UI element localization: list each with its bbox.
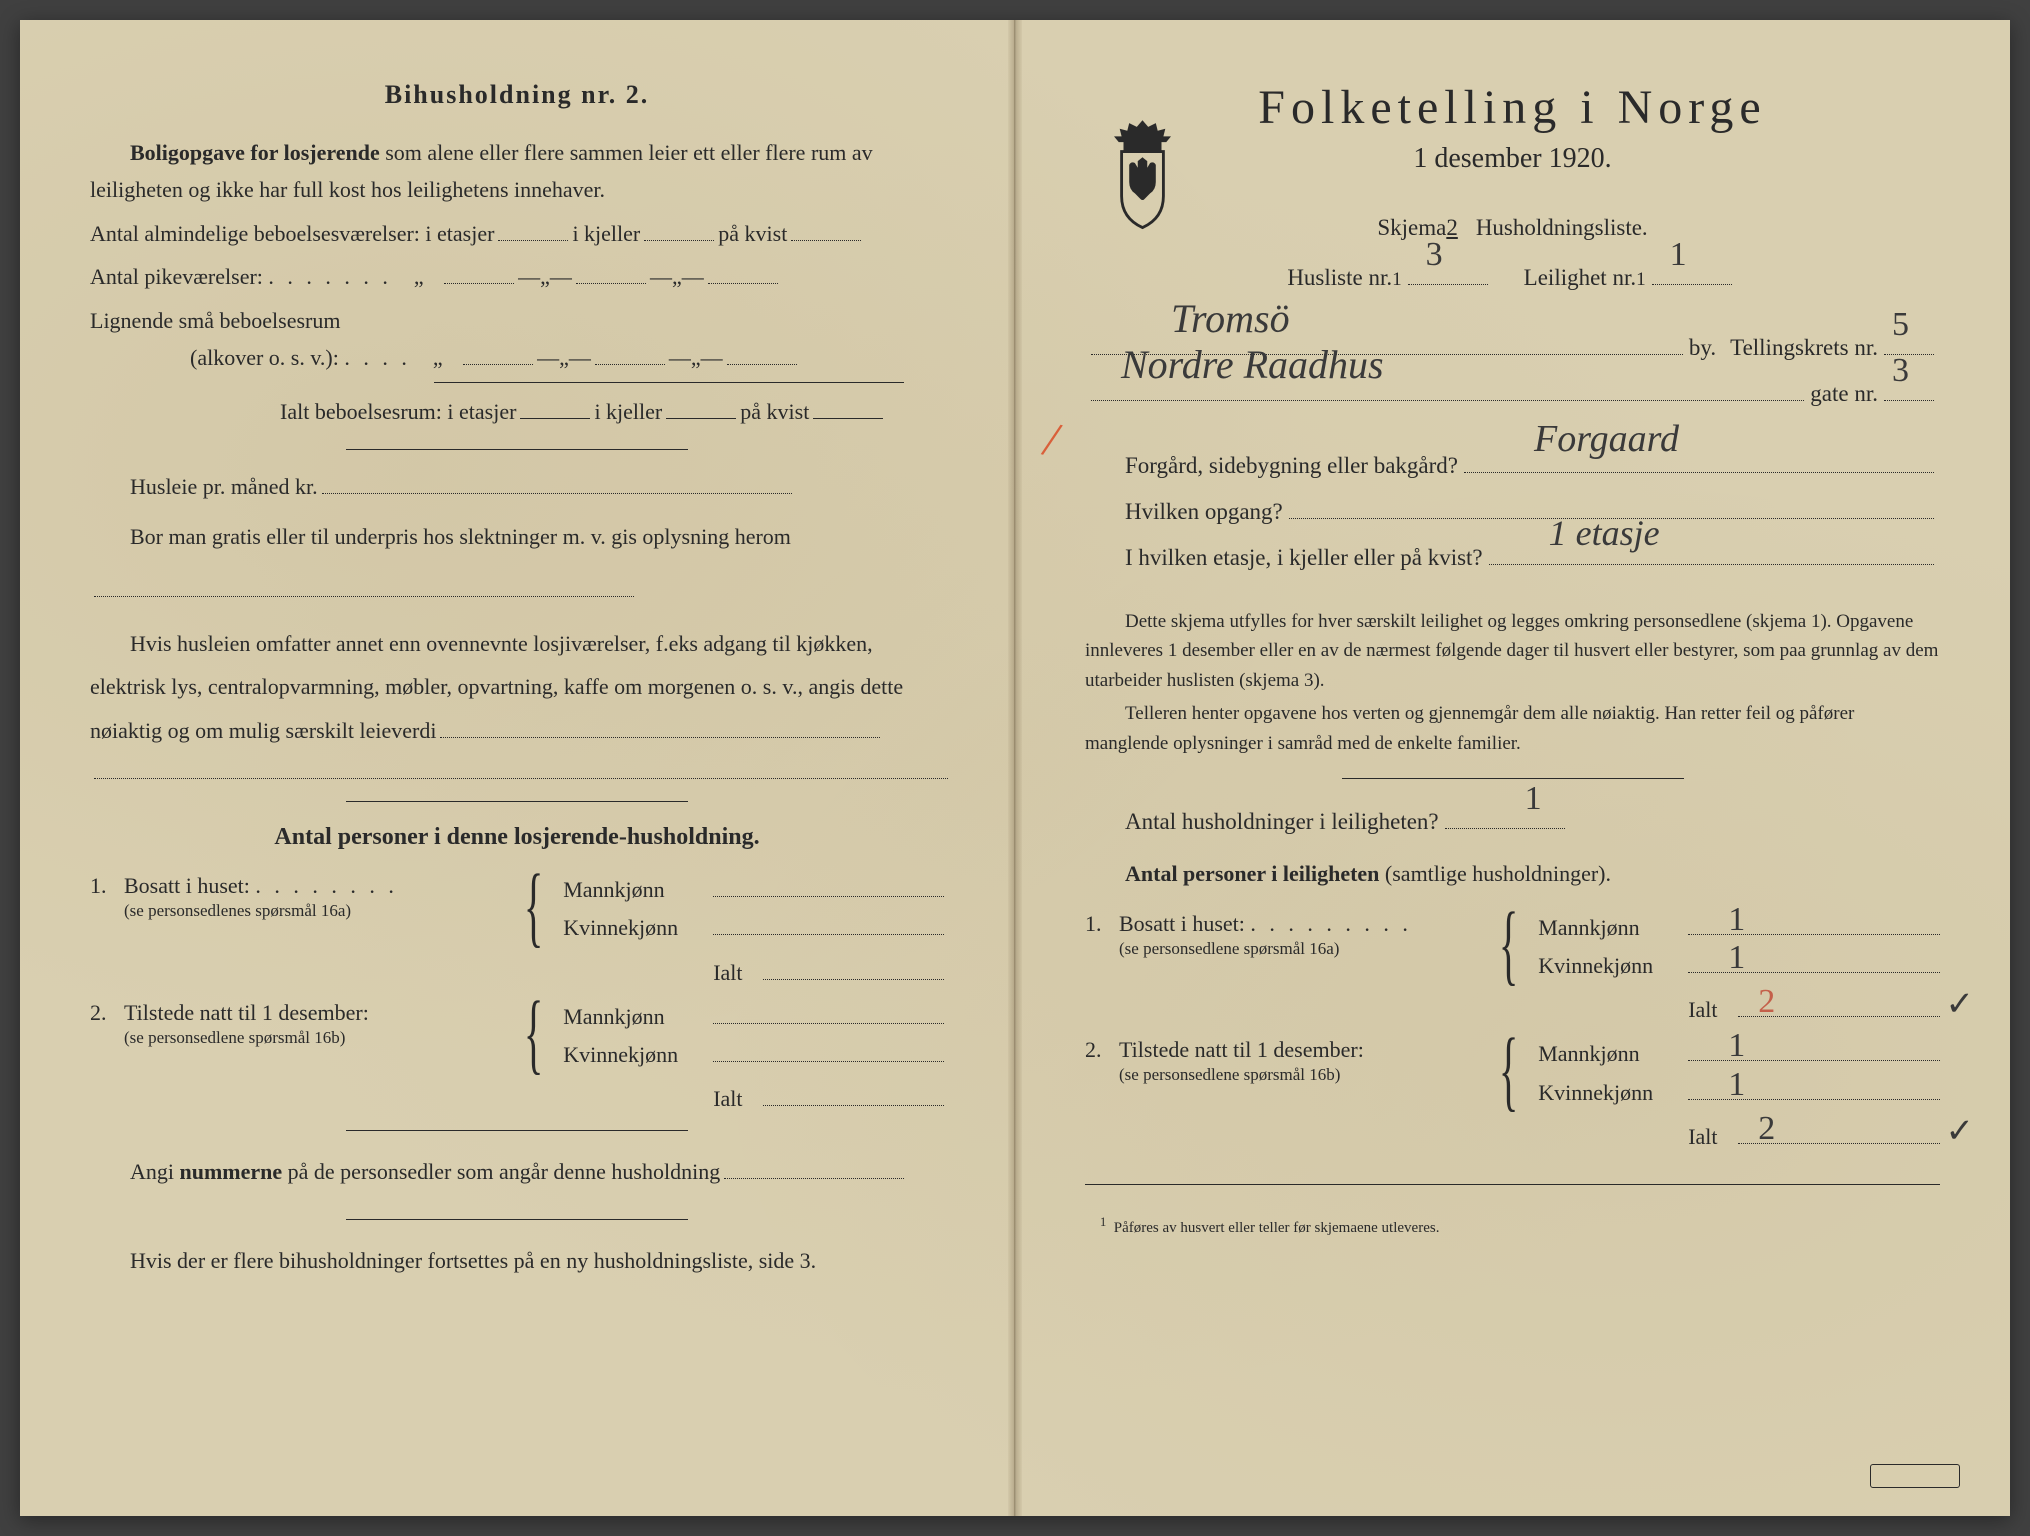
field-bosatt-kvinne: 1	[1688, 949, 1940, 973]
section2-heading: Antal personer i denne losjerende-hushol…	[90, 824, 944, 851]
brace-icon: {	[524, 1000, 543, 1068]
rooms-line: Antal almindelige beboelsesværelser: i e…	[90, 215, 944, 252]
bosatt-row-right: 1. Bosatt i huset: . . . . . . . . . (se…	[1085, 911, 1940, 1032]
left-page: Bihusholdning nr. 2. Boligopgave for los…	[20, 20, 1015, 1516]
tilstede-row: 2. Tilstede natt til 1 desember: (se per…	[90, 1000, 944, 1121]
field-tilstede-mann: 1	[1688, 1037, 1940, 1061]
field-leilighet: 1	[1652, 260, 1732, 285]
field-bosatt-ialt: 2✓	[1738, 993, 1940, 1017]
field-tilstede-kvinne: 1	[1688, 1075, 1940, 1099]
divider	[434, 382, 904, 383]
etasje-line: I hvilken etasje, i kjeller eller på kvi…	[1085, 535, 1940, 581]
divider	[1085, 1184, 1940, 1185]
small-rooms-2: (alkover o. s. v.): . . . . „ —„——„—	[90, 339, 944, 376]
check-mark-icon: ✓	[1946, 1111, 1975, 1151]
field-bosatt-mann: 1	[1688, 911, 1940, 935]
divider	[346, 449, 688, 450]
field-tilstede-ialt: 2✓	[1738, 1120, 1940, 1144]
publisher-stamp	[1870, 1464, 1960, 1488]
extras-2: elektrisk lys, centralopvarmning, møbler…	[90, 668, 944, 705]
field-rent	[322, 470, 792, 494]
intro-lead: Boligopgave for losjerende	[130, 140, 380, 165]
brace-icon: {	[1499, 1037, 1518, 1105]
right-page: Folketelling i Norge 1 desember 1920. Sk…	[1015, 20, 2010, 1516]
census-title: Folketelling i Norge	[1085, 80, 1940, 135]
nummerne-line: Angi nummerne på de personsedler som ang…	[90, 1153, 944, 1190]
skjema-line: Skjema 2 Husholdningsliste.	[1085, 205, 1940, 251]
ialt-rooms-line: Ialt beboelsesrum: i etasjeri kjellerpå …	[90, 393, 944, 430]
instruction-1: Dette skjema utfylles for hver særskilt …	[1085, 607, 1940, 695]
field-husliste: 3	[1408, 260, 1488, 285]
brace-icon: {	[1499, 911, 1518, 979]
tilstede-row-right: 2. Tilstede natt til 1 desember: (se per…	[1085, 1037, 1940, 1158]
field-kvinne	[713, 911, 944, 935]
census-date: 1 desember 1920.	[1085, 143, 1940, 175]
husholdninger-line: Antal husholdninger i leiligheten? 1	[1085, 799, 1940, 845]
footnote: 1 Påføres av husvert eller teller før sk…	[1085, 1215, 1940, 1237]
coat-of-arms-icon	[1095, 115, 1190, 230]
divider	[346, 1219, 688, 1220]
bosatt-row: 1. Bosatt i huset: . . . . . . . . (se p…	[90, 873, 944, 994]
intro-paragraph: Boligopgave for losjerende som alene ell…	[90, 134, 944, 209]
field-gate-no: 3	[1884, 376, 1934, 401]
field-forgaard: Forgaard	[1464, 448, 1934, 473]
field-etasje: 1 etasje	[1489, 540, 1934, 565]
divider	[346, 801, 688, 802]
instruction-2: Telleren henter opgavene hos verten og g…	[1085, 699, 1940, 758]
brace-icon: {	[524, 873, 543, 941]
field-mann	[713, 873, 944, 897]
rent-line: Husleie pr. måned kr.	[90, 468, 944, 505]
extras-3: nøiaktig og om mulig særskilt leieverdi	[90, 712, 944, 749]
divider	[346, 1130, 688, 1131]
red-mark: /	[1038, 409, 1066, 469]
field-kjeller	[644, 217, 714, 241]
small-rooms-1: Lignende små beboelsesrum	[90, 302, 944, 339]
pike-line: Antal pikeværelser: . . . . . . . „ —„——…	[90, 258, 944, 295]
extras-1: Hvis husleien omfatter annet enn ovennev…	[90, 625, 944, 662]
forgaard-line: Forgård, sidebygning eller bakgård? Forg…	[1085, 443, 1940, 489]
field-husholdninger: 1	[1445, 804, 1565, 829]
left-heading: Bihusholdning nr. 2.	[90, 80, 944, 110]
field-gratis	[94, 573, 634, 597]
field-kvist	[791, 217, 861, 241]
more-text: Hvis der er flere bihusholdninger fortse…	[90, 1242, 944, 1279]
check-mark-icon: ✓	[1946, 984, 1975, 1024]
field-etasjer	[498, 217, 568, 241]
field-ialt	[763, 955, 944, 979]
census-document: Bihusholdning nr. 2. Boligopgave for los…	[20, 20, 2010, 1516]
field-gate: Nordre Raadhus	[1091, 376, 1804, 401]
persons-heading: Antal personer i leiligheten (samtlige h…	[1085, 855, 1940, 892]
gratis-line: Bor man gratis eller til underpris hos s…	[90, 511, 944, 617]
